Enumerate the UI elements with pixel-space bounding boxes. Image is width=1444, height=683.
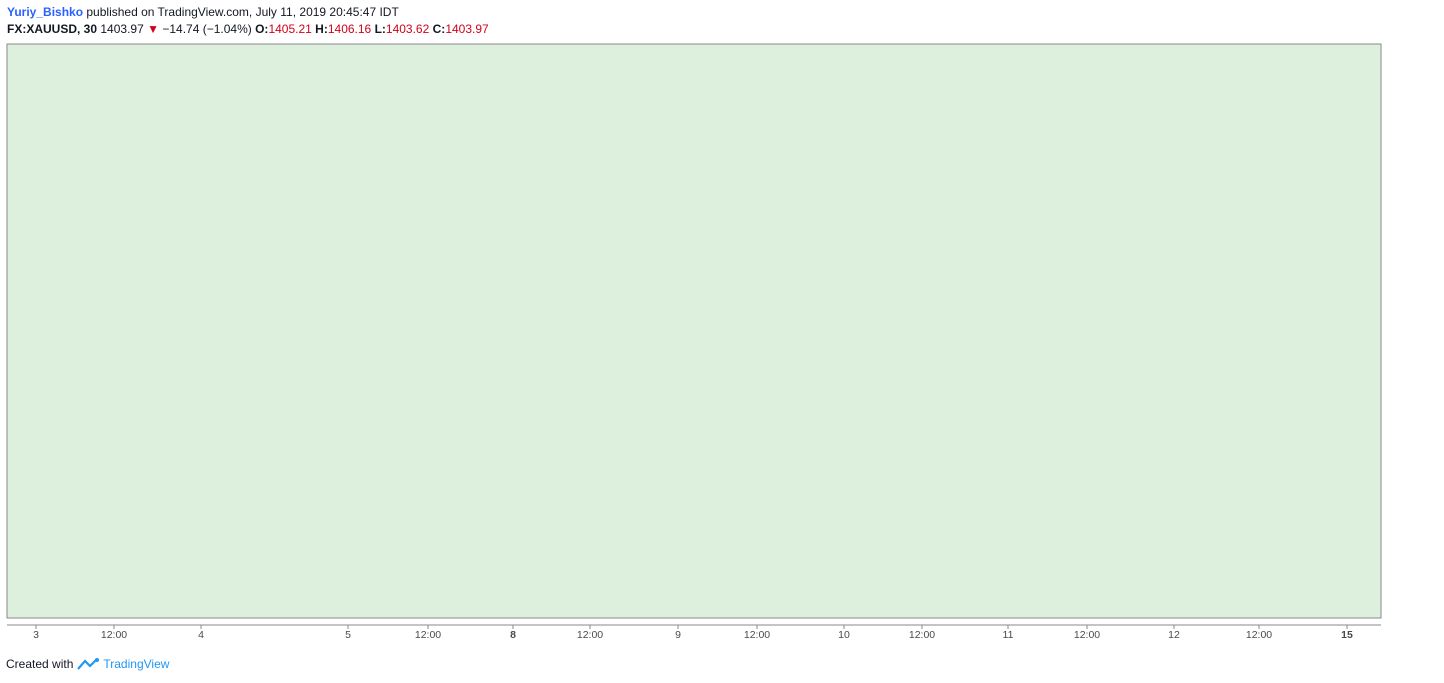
created-with-text: Created with <box>6 657 74 671</box>
time-axis[interactable]: 3 12:00 4 5 12:00 8 12:00 9 12:00 10 12:00 11 12:00 1… <box>7 624 1381 641</box>
x-tick-label: 11 <box>1003 629 1014 641</box>
x-tick-label: 12:00 <box>101 629 127 641</box>
chart-header: Yuriy_Bishko published on TradingView.co… <box>7 4 489 38</box>
last-price: 1403.97 <box>100 22 144 36</box>
author-link[interactable]: Yuriy_Bishko <box>7 5 84 19</box>
open-value: 1405.21 <box>268 22 312 36</box>
symbol-label: FX:XAUUSD, 30 <box>7 22 98 36</box>
low-value: 1403.62 <box>385 22 430 36</box>
x-tick-label: 12:00 <box>744 629 770 641</box>
x-tick-label: 12 <box>1168 629 1180 641</box>
publisher-line: Yuriy_Bishko published on TradingView.co… <box>7 4 489 21</box>
close-label: C: <box>432 22 446 36</box>
tradingview-brand[interactable]: TradingView <box>103 657 170 671</box>
footer: Created with TradingView <box>6 657 169 671</box>
open-label: O: <box>255 22 269 36</box>
x-tick-label: 12:00 <box>577 629 603 641</box>
down-arrow-icon: ▼ <box>147 22 159 36</box>
symbol-line: FX:XAUUSD, 30 1403.97 ▼ −14.74 (−1.04%) … <box>7 21 489 38</box>
x-tick-label: 4 <box>198 629 204 641</box>
x-tick-label: 15 <box>1341 629 1353 641</box>
low-label: L: <box>374 22 386 36</box>
x-tick-label: 12:00 <box>1246 629 1272 641</box>
published-text: published on TradingView.com, July 11, 2… <box>86 5 399 19</box>
x-tick-label: 12:00 <box>1074 629 1100 641</box>
x-tick-label: 12:00 <box>415 629 441 641</box>
close-value: 1403.97 <box>445 22 489 36</box>
plot-area[interactable] <box>6 43 1382 619</box>
x-tick-label: 9 <box>675 629 681 641</box>
price-change: −14.74 (−1.04%) <box>162 22 252 36</box>
high-label: H: <box>315 22 328 36</box>
x-tick-label: 3 <box>33 629 39 641</box>
x-tick-label: 5 <box>345 629 351 641</box>
x-tick-label: 12:00 <box>909 629 935 641</box>
tradingview-logo-icon <box>77 658 100 670</box>
price-chart[interactable]: 1384.001388.001392.001396.001400.001404.… <box>0 0 1444 650</box>
high-value: 1406.16 <box>327 22 372 36</box>
x-tick-label: 10 <box>838 629 850 641</box>
x-tick-label: 8 <box>510 629 516 641</box>
